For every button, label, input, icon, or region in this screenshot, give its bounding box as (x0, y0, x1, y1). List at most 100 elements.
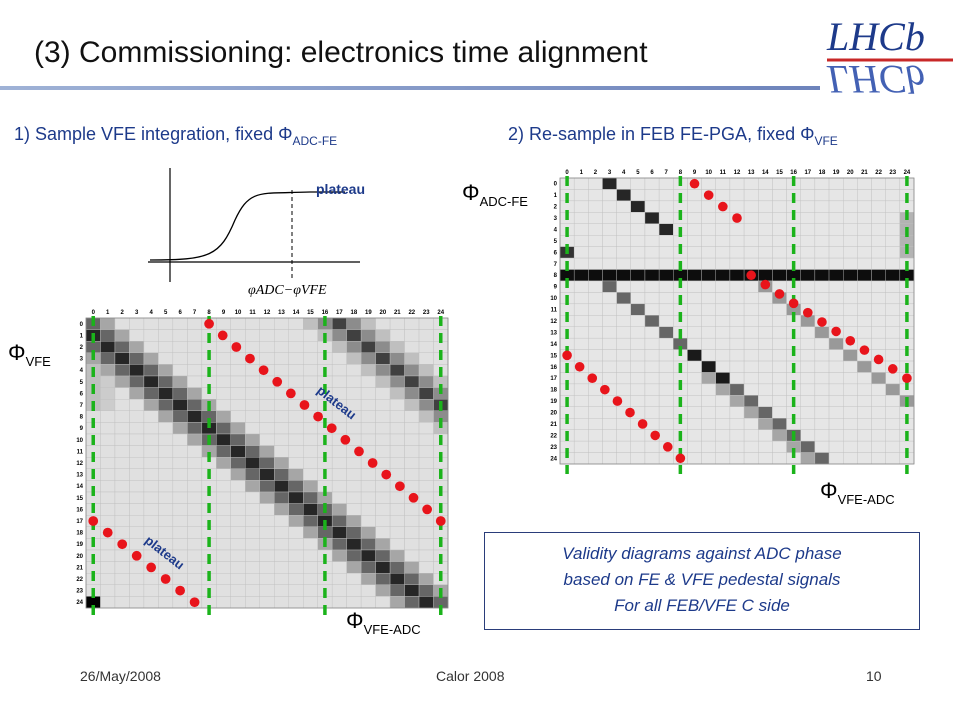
heatmap-cell (259, 515, 275, 528)
heatmap-cell (658, 280, 674, 293)
heatmap-cell (259, 596, 275, 609)
heatmap-cell (573, 326, 589, 339)
heatmap-cell (758, 234, 773, 247)
heatmap-cell (729, 200, 745, 213)
heatmap-cell (857, 440, 872, 453)
heatmap-cell (729, 257, 745, 270)
heatmap-cell (230, 596, 246, 609)
heatmap-cell (871, 429, 886, 442)
heatmap-cell (588, 177, 603, 190)
heatmap-cell (729, 395, 745, 407)
red-dot (189, 597, 200, 608)
x-tick-label: 19 (833, 170, 840, 176)
heatmap-cell (303, 561, 318, 574)
y-tick-label: 11 (551, 308, 558, 314)
heatmap-cell (259, 526, 275, 539)
heatmap-cell (828, 246, 844, 259)
y-tick-label: 0 (80, 322, 84, 328)
heatmap-cell (743, 383, 759, 396)
heatmap-cell (274, 526, 289, 539)
heatmap-cell (375, 422, 391, 435)
heatmap-cell (418, 584, 434, 597)
heatmap-cell (389, 422, 405, 435)
heatmap-cell (375, 584, 391, 597)
heatmap-cell (758, 326, 773, 339)
red-dot (587, 373, 598, 384)
heatmap-cell (259, 399, 275, 412)
heatmap-cell (100, 387, 116, 400)
x-tick-label: 20 (847, 170, 854, 176)
heatmap-cell (743, 200, 759, 213)
heatmap-cell (602, 292, 617, 305)
heatmap-cell (230, 375, 246, 388)
heatmap-cell (701, 292, 716, 305)
heatmap-cell (573, 406, 589, 419)
x-tick-label: 3 (608, 170, 612, 176)
heatmap-cell (158, 480, 174, 493)
heatmap-cell (303, 364, 318, 377)
heatmap-cell (274, 596, 289, 609)
heatmap-cell (245, 561, 260, 574)
heatmap-cell (758, 257, 773, 270)
heatmap-cell (885, 337, 901, 350)
heatmap-cell (360, 538, 376, 551)
y-tick-label: 6 (554, 250, 558, 256)
x-tick-label: 6 (178, 310, 182, 316)
heatmap-cell (658, 303, 674, 316)
heatmap-cell (602, 372, 617, 385)
heatmap-cell (843, 395, 858, 407)
heatmap-cell (885, 292, 901, 305)
y-tick-label: 22 (76, 577, 83, 583)
heatmap-cell (658, 234, 674, 247)
heatmap-cell (418, 410, 434, 423)
heatmap-cell (772, 257, 787, 270)
heatmap-cell (630, 360, 646, 373)
heatmap-cell (230, 538, 246, 551)
heatmap-cell (303, 375, 318, 388)
heatmap-cell (800, 383, 816, 396)
heatmap-cell (389, 584, 405, 597)
heatmap-cell (658, 212, 674, 224)
heatmap-cell (274, 480, 289, 493)
heatmap-cell (288, 503, 304, 516)
heatmap-cell (828, 383, 844, 396)
x-tick-label: 15 (776, 170, 783, 176)
heatmap-cell (743, 418, 759, 430)
red-dot (102, 527, 113, 538)
x-tick-label: 24 (437, 310, 444, 316)
heatmap-cell (588, 200, 603, 213)
heatmap-cell (658, 372, 674, 385)
heatmap-cell (630, 315, 646, 327)
heatmap-cell (404, 584, 420, 597)
heatmap-cell (114, 422, 130, 435)
heatmap-cell (729, 315, 745, 327)
heatmap-cell (288, 573, 304, 586)
y-tick-label: 2 (554, 205, 558, 211)
heatmap-cell (418, 364, 434, 377)
heatmap-cell (259, 457, 275, 470)
y-tick-label: 19 (550, 399, 557, 405)
heatmap-cell (701, 177, 716, 190)
heatmap-cell (114, 596, 130, 609)
heatmap-cell (616, 440, 632, 453)
heatmap-cell (143, 584, 159, 597)
heatmap-cell (331, 491, 347, 504)
heatmap-cell (885, 452, 901, 465)
x-tick-label: 6 (650, 170, 654, 176)
heatmap-cell (114, 468, 130, 481)
heatmap-cell (814, 429, 830, 442)
heatmap-cell (216, 549, 232, 562)
y-tick-label: 1 (554, 193, 558, 199)
y-tick-label: 15 (550, 353, 557, 359)
heatmap-cell (573, 246, 589, 259)
heatmap-cell (800, 223, 816, 236)
heatmap-cell (129, 515, 145, 528)
heatmap-cell (758, 212, 773, 224)
heatmap-cell (331, 317, 347, 330)
heatmap-cell (885, 269, 901, 282)
heatmap-cell (828, 269, 844, 282)
heatmap-cell (616, 372, 632, 385)
heatmap-cell (729, 383, 745, 396)
heatmap-cell (843, 246, 858, 259)
heatmap-cell (843, 418, 858, 430)
